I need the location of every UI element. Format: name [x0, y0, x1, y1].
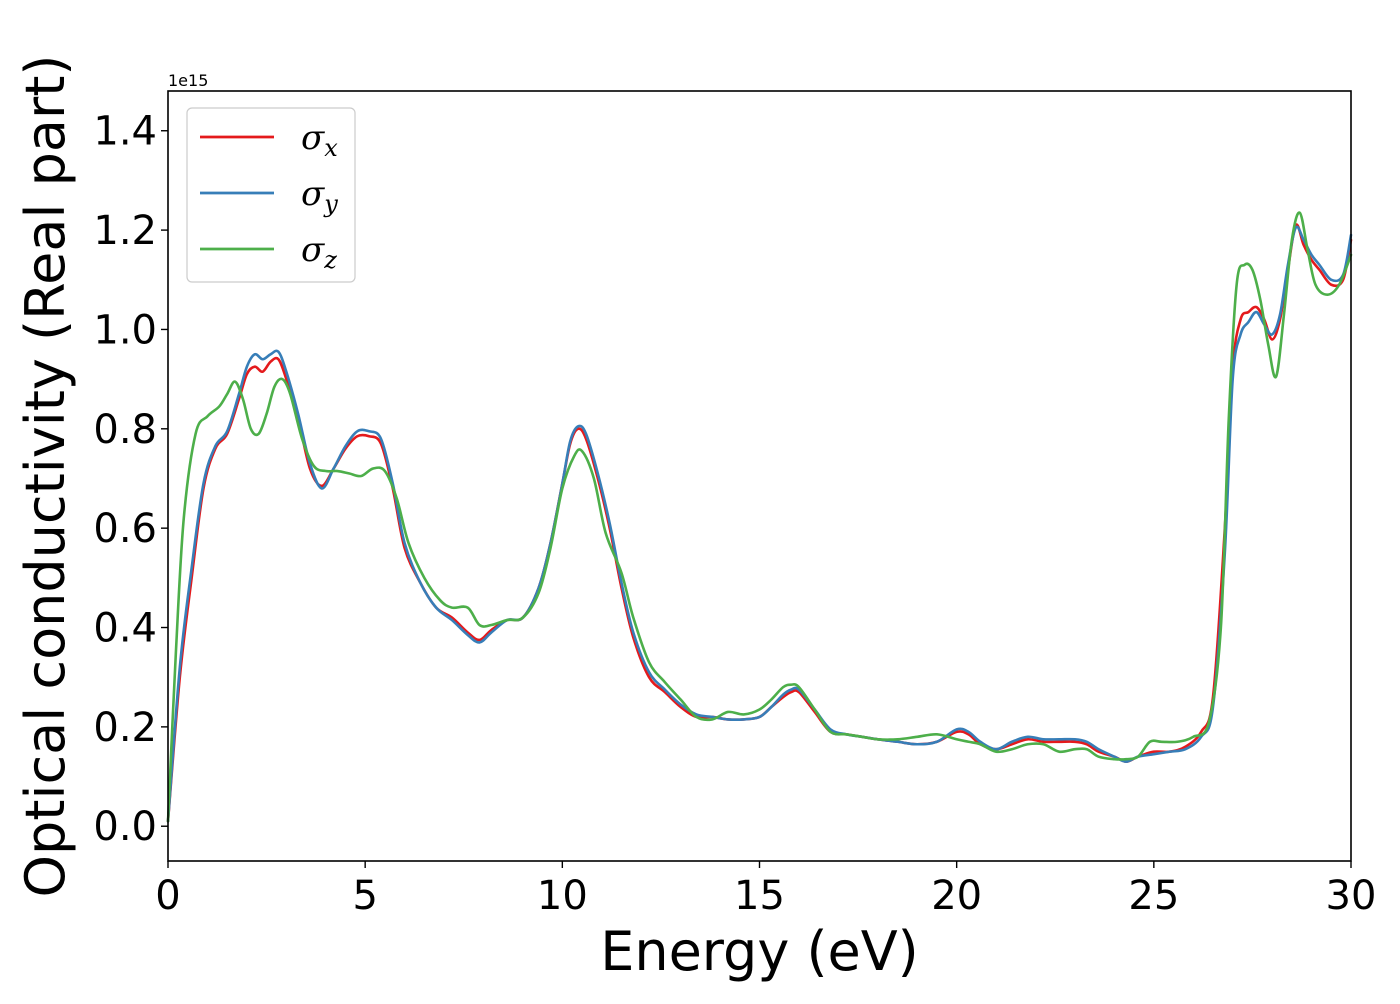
legend-box — [186, 107, 356, 283]
y-tick-label: 1.2 — [93, 208, 157, 254]
y-tick-label: 0.0 — [93, 804, 157, 850]
series-lines — [166, 211, 1353, 823]
y-tick-label: 0.8 — [93, 407, 157, 453]
series-line-sigma-x — [166, 223, 1353, 823]
y-axis-title: Optical conductivity (Real part) — [14, 55, 77, 898]
y-axis-offset-label: 1e15 — [168, 71, 208, 90]
axis-ticks: 0 5 10 15 20 25 30 0.0 0.2 0.4 0.6 0.8 1.0 1.2 1.4 — [93, 109, 1376, 919]
y-tick-label: 1.4 — [93, 109, 157, 155]
series-line-sigma-z — [166, 211, 1353, 823]
legend: σx σy σz — [186, 107, 356, 283]
x-tick-label: 30 — [1326, 873, 1377, 919]
x-tick-label: 10 — [537, 873, 588, 919]
x-tick-label: 25 — [1128, 873, 1179, 919]
y-tick-label: 0.2 — [93, 705, 157, 751]
legend-label-sigma-z: σz — [301, 230, 337, 274]
x-tick-label: 5 — [352, 873, 377, 919]
y-tick-label: 0.6 — [93, 506, 157, 552]
x-tick-label: 0 — [155, 873, 180, 919]
y-tick-label: 1.0 — [93, 307, 157, 353]
y-tick-label: 0.4 — [93, 606, 157, 652]
series-line-sigma-y — [166, 225, 1353, 823]
x-tick-label: 20 — [931, 873, 982, 919]
x-axis-title: Energy (eV) — [600, 920, 919, 983]
legend-label-sigma-y: σy — [301, 174, 338, 218]
x-tick-label: 15 — [734, 873, 785, 919]
legend-label-sigma-x: σx — [301, 118, 338, 162]
